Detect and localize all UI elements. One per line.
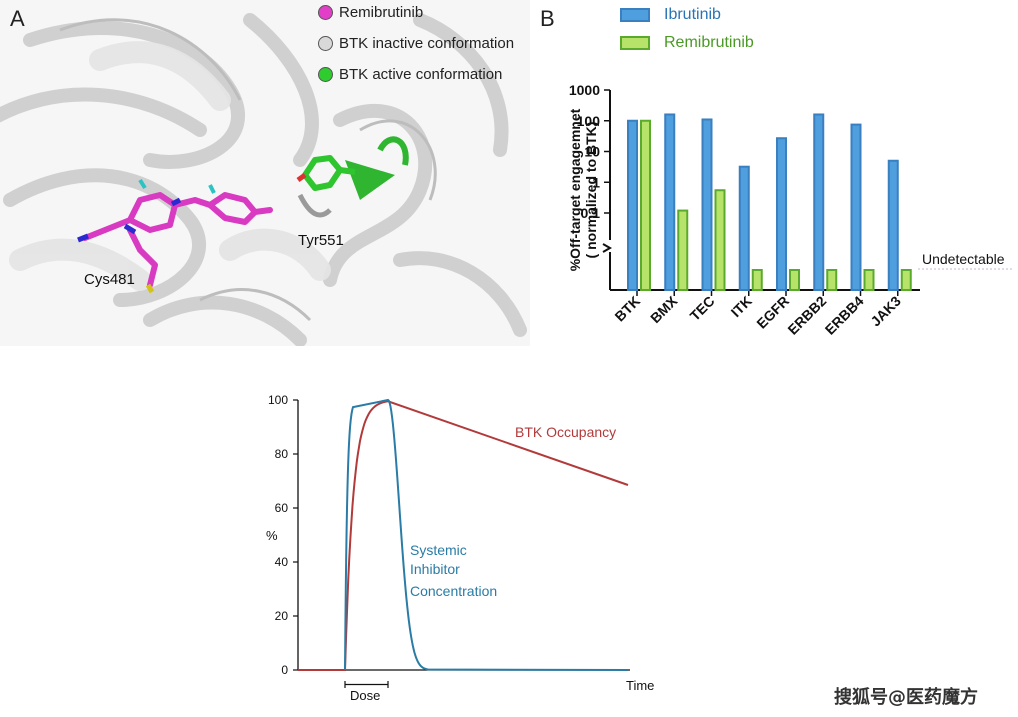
conc-label-line2: Inhibitor bbox=[410, 561, 460, 577]
bar-category-label: BMX bbox=[647, 292, 681, 326]
occupancy-line-chart: % 0 20 40 60 80 100 BTK Occupancy Systemic In… bbox=[266, 393, 654, 703]
systemic-concentration-curve bbox=[344, 398, 629, 671]
conc-label-line1: Systemic bbox=[410, 542, 467, 558]
bar-y-tick-label: 0.1 bbox=[581, 205, 601, 221]
panel-b-letter: B bbox=[540, 6, 555, 31]
bar-remibrutinib bbox=[863, 269, 875, 291]
line-y-tick-label: 0 bbox=[281, 663, 288, 677]
btk-occupancy-curve bbox=[298, 400, 629, 671]
undetectable-label: Undetectable bbox=[922, 251, 1005, 267]
watermark: 搜狐号@医药魔方 bbox=[834, 687, 978, 708]
bar-ibrutinib bbox=[776, 137, 787, 291]
bar-ibrutinib bbox=[738, 165, 750, 291]
bar-remibrutinib bbox=[714, 189, 726, 291]
bar-chart-ylabel-line2: ( normalized to BTK) bbox=[583, 122, 599, 259]
bar-category-label: JAK3 bbox=[867, 293, 904, 330]
protein-structure-panel: A Remibrutinib BTK inactive conformation… bbox=[0, 0, 530, 347]
line-y-tick-label: 100 bbox=[268, 393, 288, 407]
bar-remibrutinib bbox=[789, 269, 800, 291]
bar-category-label: ITK bbox=[728, 293, 755, 320]
line-y-tick-label: 60 bbox=[275, 501, 289, 515]
bar-remibrutinib bbox=[640, 119, 651, 291]
bar-remibrutinib bbox=[826, 269, 838, 291]
dose-bracket bbox=[344, 681, 389, 688]
protein-structure-image bbox=[0, 0, 530, 347]
off-target-bar-chart: %Off-target engagemnet ( normalized to B… bbox=[567, 82, 1012, 338]
bar-legend-remibrutinib: Remibrutinib bbox=[620, 34, 754, 52]
bar-chart-ylabel-line1: %Off-target engagemnet bbox=[567, 108, 583, 271]
bar-y-tick-label: 100 bbox=[577, 113, 601, 129]
bar-remibrutinib bbox=[677, 209, 689, 291]
legend-remibrutinib: Remibrutinib bbox=[318, 4, 423, 21]
legend-label: BTK inactive conformation bbox=[339, 35, 515, 52]
legend-dot-grey bbox=[318, 36, 333, 51]
dose-label: Dose bbox=[350, 688, 380, 703]
legend-label: Ibrutinib bbox=[664, 6, 721, 23]
bar-ibrutinib bbox=[887, 159, 899, 292]
legend-label: BTK active conformation bbox=[339, 66, 503, 83]
tyr551-label: Tyr551 bbox=[298, 232, 344, 249]
line-y-tick-label: 20 bbox=[275, 609, 289, 623]
legend-btk-active: BTK active conformation bbox=[318, 66, 502, 83]
line-chart-xlabel: Time bbox=[626, 678, 654, 693]
line-y-tick-label: 80 bbox=[275, 447, 289, 461]
bar-remibrutinib bbox=[900, 269, 912, 291]
conc-label-line3: Concentration bbox=[410, 583, 497, 599]
bar-ibrutinib bbox=[664, 113, 676, 291]
bar-category-label: TEC bbox=[687, 293, 718, 324]
bar-ibrutinib bbox=[701, 118, 713, 292]
bar-category-label: BTK bbox=[611, 293, 643, 325]
bar-remibrutinib bbox=[751, 269, 763, 291]
panel-a-letter: A bbox=[10, 6, 25, 31]
cys481-label: Cys481 bbox=[84, 271, 135, 288]
legend-dot-magenta bbox=[318, 5, 333, 20]
bar-category-label: ERBB4 bbox=[822, 293, 867, 338]
bar-y-tick-label: 1000 bbox=[569, 82, 600, 98]
btk-occupancy-label: BTK Occupancy bbox=[515, 424, 616, 440]
bar-ibrutinib bbox=[850, 123, 862, 291]
legend-swatch-blue bbox=[620, 8, 650, 22]
legend-label: Remibrutinib bbox=[339, 4, 424, 21]
legend-swatch-green bbox=[620, 36, 650, 50]
axis-break-mark bbox=[602, 243, 613, 253]
line-chart-ylabel: % bbox=[266, 528, 278, 543]
line-y-tick-label: 40 bbox=[275, 555, 289, 569]
bar-y-tick-label: 10 bbox=[584, 144, 600, 160]
legend-btk-inactive: BTK inactive conformation bbox=[318, 35, 514, 52]
bar-ibrutinib bbox=[813, 113, 825, 291]
bar-y-tick-label: 1 bbox=[592, 174, 600, 190]
bar-ibrutinib bbox=[627, 119, 638, 291]
legend-dot-green bbox=[318, 67, 333, 82]
bar-chart-marks bbox=[627, 113, 912, 292]
bar-legend-ibrutinib: Ibrutinib bbox=[620, 6, 721, 24]
bar-category-label: ERBB2 bbox=[784, 293, 829, 338]
legend-label: Remibrutinib bbox=[664, 34, 754, 51]
